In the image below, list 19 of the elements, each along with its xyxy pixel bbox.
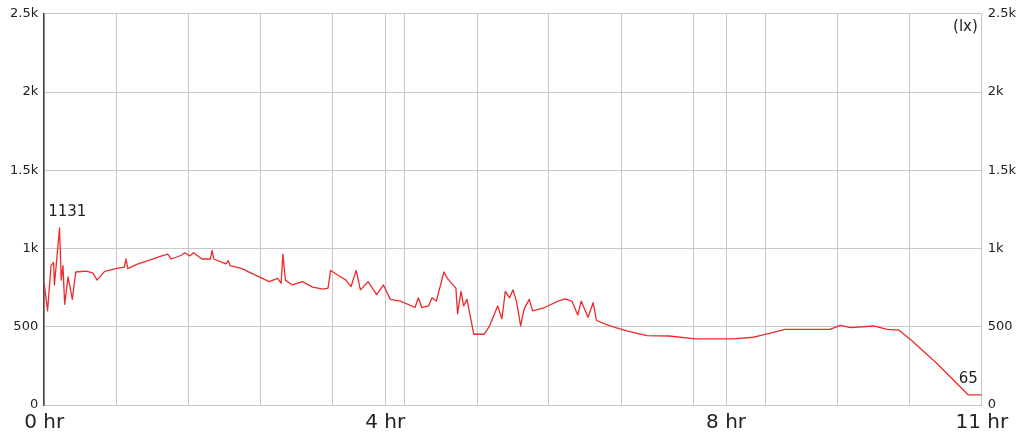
y2-tick-label: 2k — [987, 83, 1005, 99]
annotation: 1131 — [48, 202, 87, 221]
y2-tick-label: 1.5k — [987, 161, 1017, 177]
annotation: 65 — [958, 369, 978, 388]
x-tick-label: 0 hr — [24, 409, 65, 434]
y2-tick-label: 0 — [987, 396, 997, 412]
y2-tick-label: 2.5k — [987, 5, 1017, 21]
y-tick-label: 2k — [22, 83, 39, 99]
y-tick-label: 0 — [29, 396, 39, 412]
y-tick-label: 1.5k — [10, 161, 39, 177]
y-tick-label: 2.5k — [10, 5, 39, 21]
x-tick-label: 8 hr — [706, 409, 747, 434]
y-tick-label: 500 — [13, 318, 39, 334]
x-tick-label: 4 hr — [365, 409, 406, 434]
y2-tick-label: 1k — [987, 239, 1005, 255]
y-tick-label: 1k — [22, 239, 39, 255]
y2-axis-title: (lx) — [953, 17, 978, 36]
x-tick-label: 11 hr — [955, 409, 1009, 434]
y2-tick-label: 500 — [987, 318, 1013, 334]
